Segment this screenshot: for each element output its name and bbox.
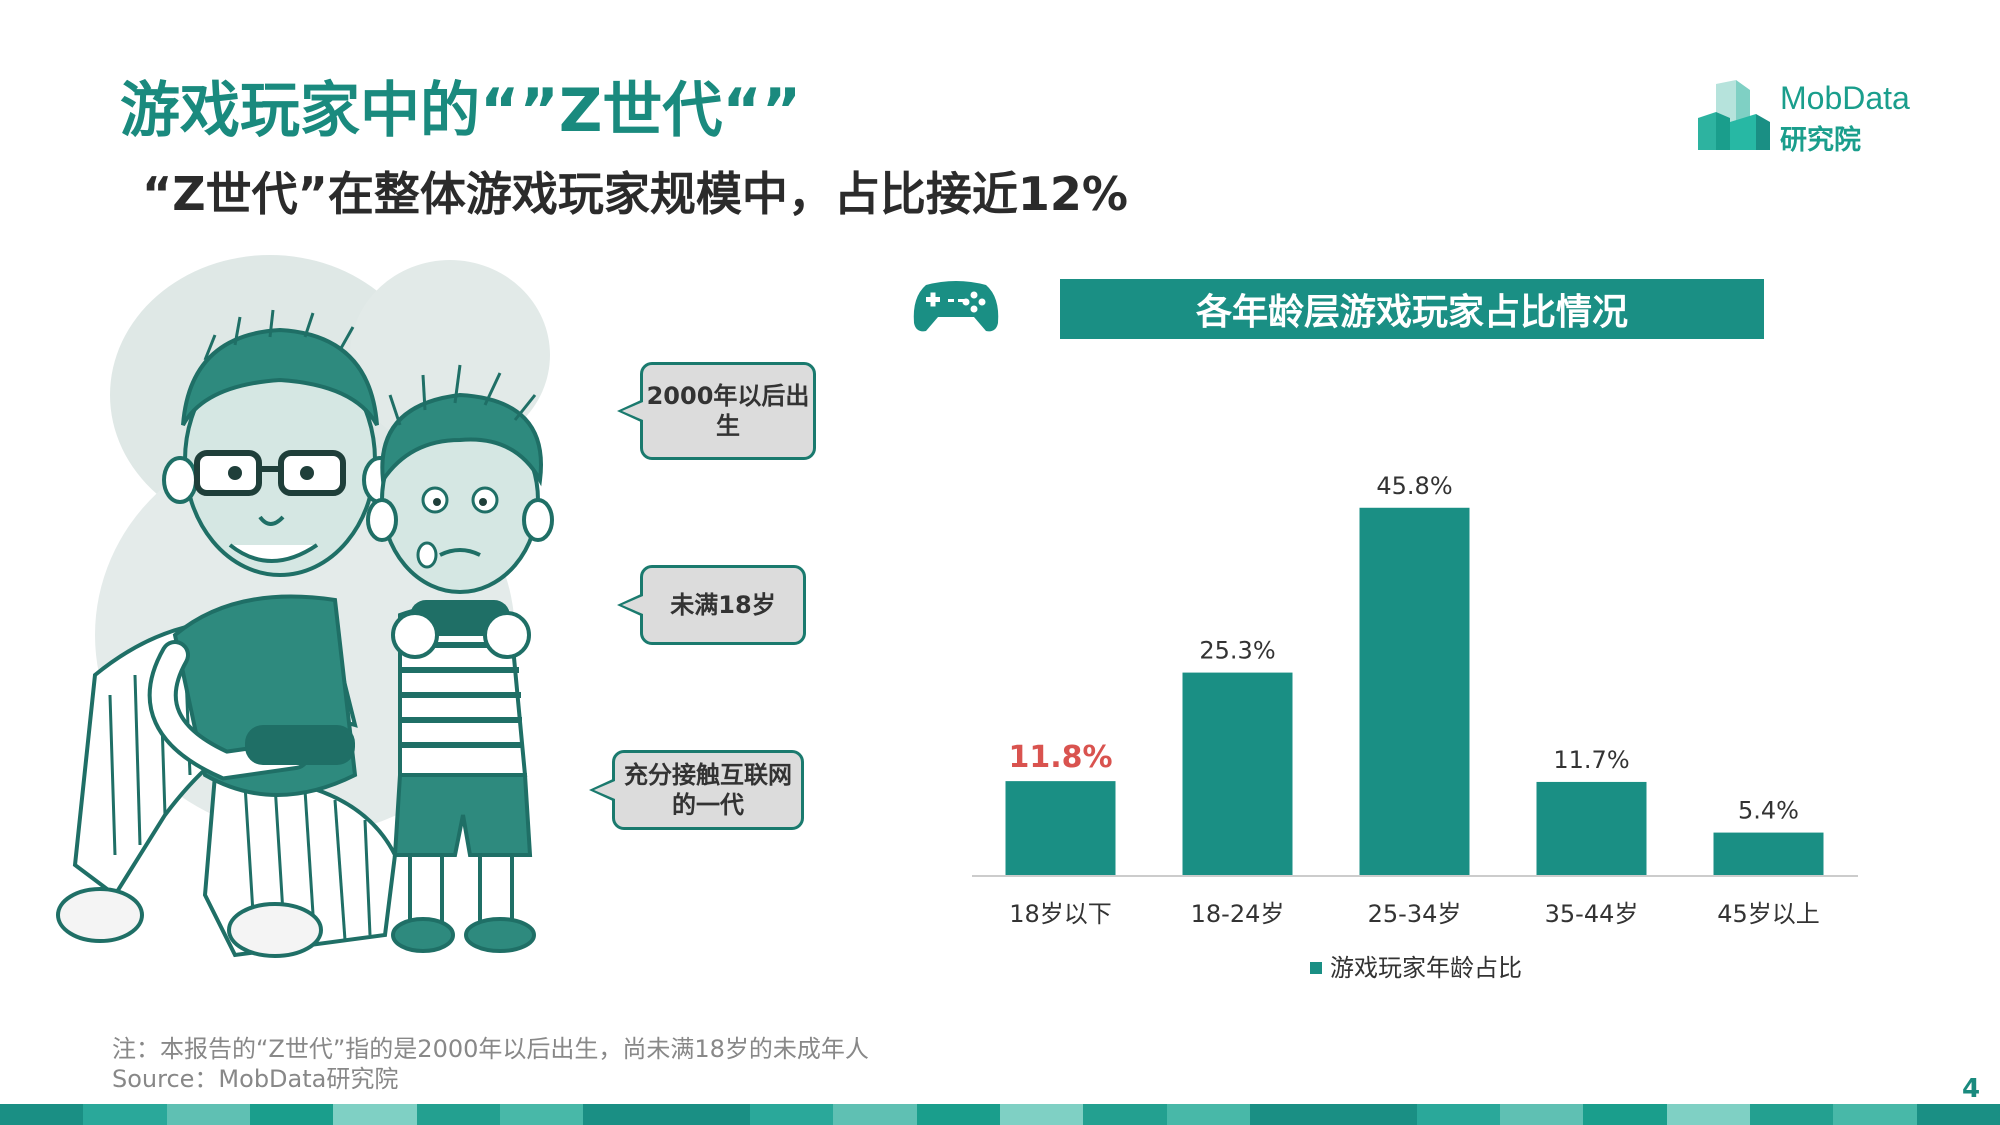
speech-bubble-internet-generation: 充分接触互联网的一代 <box>589 750 804 830</box>
bottom-bar-segment <box>0 1104 84 1125</box>
bottom-bar-segment <box>416 1104 500 1125</box>
bottom-decorative-bar <box>0 1104 2000 1125</box>
footnote-source: Source：MobData研究院 <box>112 1065 399 1093</box>
bottom-bar-segment <box>249 1104 334 1125</box>
bar-3 <box>1536 781 1647 876</box>
bar-value-label-2: 45.8% <box>1376 472 1452 500</box>
gamepad-icon <box>913 281 999 332</box>
bottom-bar-segment <box>1333 1104 1417 1125</box>
x-tick-label-2: 25-34岁 <box>1368 900 1462 928</box>
bar-value-label-3: 11.7% <box>1553 746 1629 774</box>
building-logo-icon <box>1698 80 1770 150</box>
bar-value-label-1: 25.3% <box>1199 637 1275 665</box>
bottom-bar-segment <box>1166 1104 1250 1125</box>
age-distribution-bar-chart: 11.8% 18岁以下 25.3% 18-24岁 45.8% 25-34岁 11.7% 35-… <box>972 472 1858 982</box>
x-tick-label-3: 35-44岁 <box>1545 900 1639 928</box>
logo-text-mobdata: MobData <box>1780 80 1910 116</box>
bottom-bar-segment <box>1416 1104 1500 1125</box>
bottom-bar-segment <box>833 1104 917 1125</box>
bottom-bar-segment <box>1833 1104 1917 1125</box>
logo-text-institute: 研究院 <box>1780 125 1861 156</box>
x-tick-label-0: 18岁以下 <box>1009 900 1112 928</box>
bar-value-label-0: 11.8% <box>1008 740 1112 775</box>
bottom-bar-segment <box>166 1104 250 1125</box>
bottom-bar-segment <box>1749 1104 1834 1125</box>
mobdata-logo: MobData 研究院 <box>1696 78 1936 158</box>
page-subtitle: “Z世代”在整体游戏玩家规模中，占比接近12% <box>142 167 1128 221</box>
bottom-bar-segment <box>83 1104 167 1125</box>
speech-bubble-under-18: 未满18岁 <box>617 565 806 645</box>
bottom-bar-segment <box>583 1104 667 1125</box>
gamers-illustration <box>55 255 655 960</box>
page-title: 游戏玩家中的“”Z世代“” <box>120 76 802 146</box>
speech-bubble-born-after-2000: 2000年以后出生 <box>617 362 816 460</box>
bottom-bar-segment <box>666 1104 750 1125</box>
bottom-bar-segment <box>749 1104 834 1125</box>
footnote-note: 注：本报告的“Z世代”指的是2000年以后出生，尚未满18岁的未成年人 <box>112 1035 869 1063</box>
bar-value-label-4: 5.4% <box>1738 797 1799 825</box>
bottom-bar-segment <box>1583 1104 1667 1125</box>
bottom-bar-segment <box>333 1104 417 1125</box>
footnote: 注：本报告的“Z世代”指的是2000年以后出生，尚未满18岁的未成年人 Sour… <box>112 1034 869 1094</box>
x-tick-label-4: 45岁以上 <box>1717 900 1820 928</box>
bottom-bar-segment <box>999 1104 1084 1125</box>
bar-1 <box>1182 672 1293 876</box>
page-number: 4 <box>1962 1074 1981 1104</box>
bottom-bar-segment <box>1083 1104 1167 1125</box>
bottom-bar-segment <box>1499 1104 1584 1125</box>
x-tick-label-1: 18-24岁 <box>1191 900 1285 928</box>
bottom-bar-segment <box>916 1104 1000 1125</box>
bar-0 <box>1005 781 1116 876</box>
bottom-bar-segment <box>1916 1104 2000 1125</box>
bar-2 <box>1359 507 1470 876</box>
legend-swatch <box>1310 962 1322 974</box>
bar-4 <box>1713 832 1824 876</box>
bottom-bar-segment <box>1666 1104 1750 1125</box>
legend-label: 游戏玩家年龄占比 <box>1330 954 1522 982</box>
bottom-bar-segment <box>1249 1104 1334 1125</box>
bottom-bar-segment <box>499 1104 584 1125</box>
chart-title-bar: 各年龄层游戏玩家占比情况 <box>1060 279 1764 339</box>
